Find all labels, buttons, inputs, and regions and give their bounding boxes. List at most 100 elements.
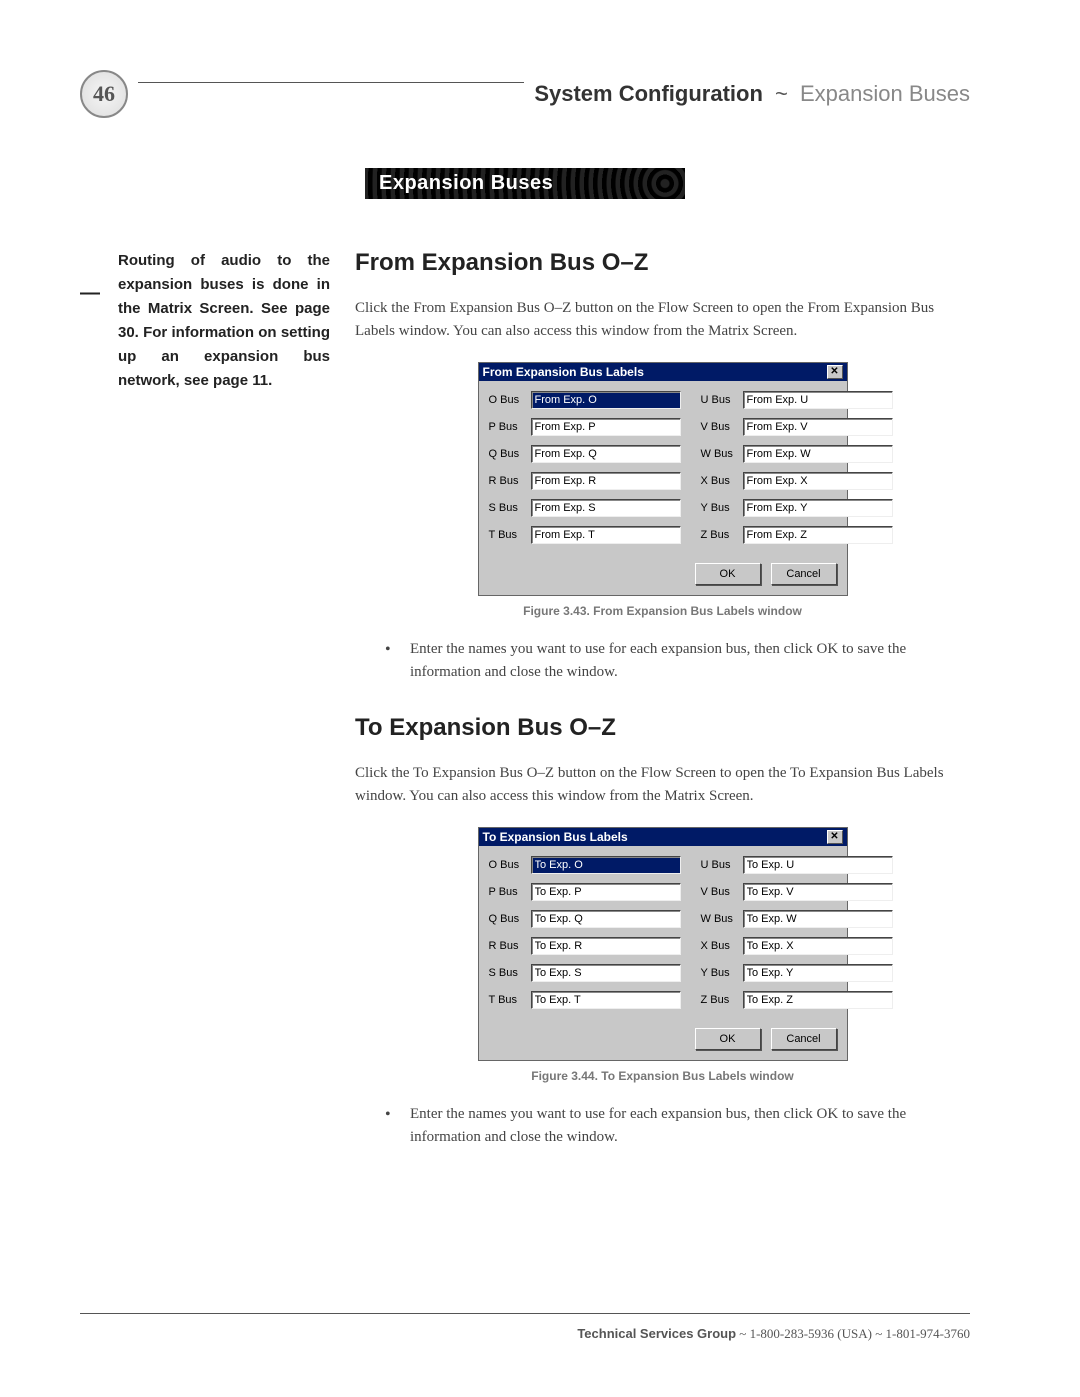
bus-name-input[interactable] [743, 937, 893, 955]
bus-label: U Bus [701, 859, 743, 871]
section2-bullets: Enter the names you want to use for each… [355, 1103, 970, 1150]
bus-name-input[interactable] [743, 499, 893, 517]
bus-field-row: S Bus [489, 499, 681, 517]
bus-name-input[interactable] [531, 472, 681, 490]
bus-label: Y Bus [701, 502, 743, 514]
bus-label: Q Bus [489, 448, 531, 460]
bus-field-row: O Bus [489, 856, 681, 874]
cancel-button[interactable]: Cancel [771, 1028, 837, 1050]
header-title-bold: System Configuration [534, 81, 763, 106]
bus-name-input[interactable] [531, 445, 681, 463]
bus-field-row: Q Bus [489, 445, 681, 463]
dialog-titlebar: To Expansion Bus Labels ✕ [479, 828, 847, 846]
bus-field-row: W Bus [701, 910, 893, 928]
header-title: System Configuration ~ Expansion Buses [534, 81, 970, 107]
header-rule [138, 82, 524, 83]
bus-field-row: V Bus [701, 883, 893, 901]
bus-name-input[interactable] [531, 418, 681, 436]
bus-label: Q Bus [489, 913, 531, 925]
dialog-titlebar: From Expansion Bus Labels ✕ [479, 363, 847, 381]
bus-name-input[interactable] [743, 883, 893, 901]
bus-name-input[interactable] [743, 964, 893, 982]
bus-field-row: V Bus [701, 418, 893, 436]
bus-field-row: X Bus [701, 937, 893, 955]
bus-field-row: O Bus [489, 391, 681, 409]
bus-name-input[interactable] [743, 472, 893, 490]
bus-name-input[interactable] [743, 991, 893, 1009]
bus-name-input[interactable] [531, 910, 681, 928]
bus-name-input[interactable] [531, 526, 681, 544]
bus-name-input[interactable] [743, 910, 893, 928]
bus-name-input[interactable] [531, 856, 681, 874]
bus-label: S Bus [489, 967, 531, 979]
from-expansion-dialog: From Expansion Bus Labels ✕ O Bus P Bus Q … [478, 362, 848, 596]
sidebar: — Routing of audio to the expansion buse… [80, 249, 330, 1179]
bus-field-row: U Bus [701, 856, 893, 874]
footer-rest: ~ 1-800-283-5936 (USA) ~ 1-801-974-3760 [736, 1326, 970, 1341]
bus-field-row: Q Bus [489, 910, 681, 928]
bus-field-row: P Bus [489, 883, 681, 901]
section-banner: Expansion Buses [365, 168, 685, 199]
ok-button[interactable]: OK [695, 1028, 761, 1050]
cancel-button[interactable]: Cancel [771, 563, 837, 585]
figure-caption-1: Figure 3.43. From Expansion Bus Labels w… [355, 604, 970, 618]
bus-label: T Bus [489, 994, 531, 1006]
dialog-title: From Expansion Bus Labels [483, 365, 644, 379]
to-expansion-dialog: To Expansion Bus Labels ✕ O Bus P Bus Q Bu… [478, 827, 848, 1061]
bus-label: R Bus [489, 940, 531, 952]
bus-name-input[interactable] [743, 391, 893, 409]
bus-field-row: T Bus [489, 526, 681, 544]
bus-name-input[interactable] [531, 883, 681, 901]
bus-field-row: W Bus [701, 445, 893, 463]
sidebar-note-text: Routing of audio to the expansion buses … [118, 252, 330, 389]
bus-field-row: R Bus [489, 472, 681, 490]
bus-field-row: S Bus [489, 964, 681, 982]
section2-paragraph: Click the To Expansion Bus O–Z button on… [355, 762, 970, 809]
bus-field-row: Z Bus [701, 991, 893, 1009]
bus-label: X Bus [701, 475, 743, 487]
bus-label: Y Bus [701, 967, 743, 979]
bus-field-row: Y Bus [701, 964, 893, 982]
bus-field-row: R Bus [489, 937, 681, 955]
close-icon[interactable]: ✕ [827, 830, 843, 844]
bus-label: U Bus [701, 394, 743, 406]
bus-field-row: T Bus [489, 991, 681, 1009]
bus-name-input[interactable] [743, 856, 893, 874]
bus-label: Z Bus [701, 529, 743, 541]
page-footer: Technical Services Group ~ 1-800-283-593… [80, 1313, 970, 1342]
bus-label: P Bus [489, 421, 531, 433]
bus-name-input[interactable] [743, 445, 893, 463]
bus-label: O Bus [489, 394, 531, 406]
bus-name-input[interactable] [531, 499, 681, 517]
bus-name-input[interactable] [743, 526, 893, 544]
bus-name-input[interactable] [531, 391, 681, 409]
figure-caption-2: Figure 3.44. To Expansion Bus Labels win… [355, 1069, 970, 1083]
bus-name-input[interactable] [531, 937, 681, 955]
bus-name-input[interactable] [531, 991, 681, 1009]
bus-name-input[interactable] [531, 964, 681, 982]
bus-label: Z Bus [701, 994, 743, 1006]
bus-label: V Bus [701, 886, 743, 898]
bus-label: T Bus [489, 529, 531, 541]
section1-bullets: Enter the names you want to use for each… [355, 638, 970, 685]
bus-field-row: Z Bus [701, 526, 893, 544]
bus-field-row: U Bus [701, 391, 893, 409]
ok-button[interactable]: OK [695, 563, 761, 585]
dialog-title: To Expansion Bus Labels [483, 830, 628, 844]
bus-label: W Bus [701, 448, 743, 460]
close-icon[interactable]: ✕ [827, 365, 843, 379]
footer-group: Technical Services Group [577, 1326, 736, 1341]
bus-label: V Bus [701, 421, 743, 433]
bus-label: S Bus [489, 502, 531, 514]
bus-label: O Bus [489, 859, 531, 871]
section1-title: From Expansion Bus O–Z [355, 249, 970, 277]
dash-icon: — [80, 277, 100, 309]
bus-field-row: P Bus [489, 418, 681, 436]
bus-label: W Bus [701, 913, 743, 925]
sidebar-note: — Routing of audio to the expansion buse… [80, 249, 330, 393]
list-item: Enter the names you want to use for each… [385, 1103, 970, 1150]
bus-name-input[interactable] [743, 418, 893, 436]
section1-paragraph: Click the From Expansion Bus O–Z button … [355, 297, 970, 344]
bus-field-row: Y Bus [701, 499, 893, 517]
bus-label: P Bus [489, 886, 531, 898]
